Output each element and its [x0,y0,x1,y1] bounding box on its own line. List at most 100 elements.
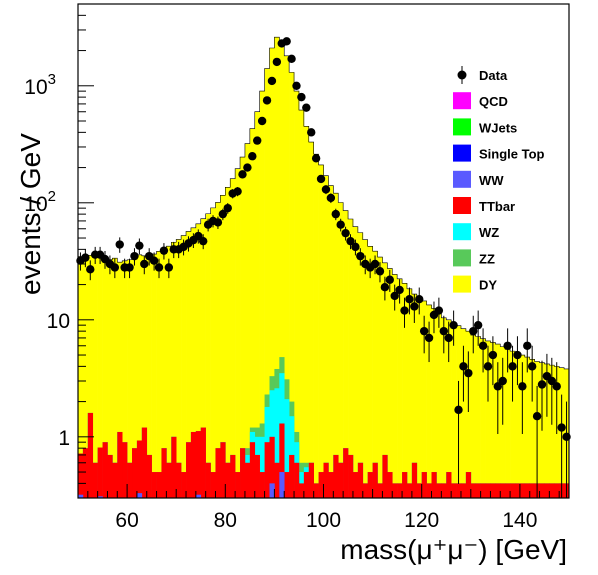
legend-label: WZ [479,225,499,240]
bar-dy-97 [308,142,314,498]
data-point-67.5 [159,246,169,255]
bar-ttbar-90 [274,462,280,498]
data-point-84.5 [243,163,252,172]
bar-dy-123 [436,313,442,498]
bar-ttbar-72 [186,442,192,498]
bar-ttbar-114 [392,483,398,498]
bar-ttbar-144 [539,483,545,498]
bar-ttbar-91 [279,423,285,498]
bar-ttbar-104 [343,448,349,498]
bar-dy-101 [328,185,334,499]
bar-ttbar-93 [289,454,295,498]
bar-dy-67 [161,248,167,498]
legend-entry-ww: WW [453,170,504,188]
data-point-58.5 [115,240,124,249]
bar-dy-112 [382,262,388,498]
legend-entry-data: Data [457,66,508,84]
data-point-141.5 [523,341,532,350]
legend-swatch [453,223,471,241]
bar-dy-94 [294,91,300,499]
bar-ttbar-59 [122,442,128,498]
bar-dy-119 [416,297,422,498]
data-point-114.5 [390,291,399,301]
bar-dy-57 [112,258,118,498]
bar-dy-134 [490,342,496,498]
bar-dy-146 [549,365,555,498]
bar-dy-75 [200,218,206,498]
y-tick-label-100: 102 [24,188,56,216]
bar-ttbar-129 [465,472,472,498]
bar-dy-76 [205,213,211,499]
legend-entry-wjets: WJets [453,118,517,136]
bar-ttbar-51 [82,448,89,498]
bar-dy-88 [264,68,270,499]
bar-dy-91 [279,43,285,498]
bar-dy-118 [411,294,418,498]
bar-ww-50 [78,494,84,498]
legend-entry-single-top: Single Top [453,144,545,162]
bar-ttbar-102 [333,454,339,498]
data-point-88.5 [262,96,272,105]
bar-dy-102 [333,193,339,498]
bar-dy-117 [406,288,413,498]
bar-dy-71 [181,235,187,499]
data-point-65.5 [149,256,159,265]
bar-ww-54 [97,496,103,498]
bar-dy-87 [259,91,265,498]
bar-ttbar-55 [102,442,108,498]
bar-dy-73 [190,227,197,499]
data-point-125.5 [444,333,453,343]
legend-swatch [453,118,471,136]
legend-label: Data [479,68,508,83]
y-axis-ticks: 1 10 102 103 [24,3,94,499]
bar-ttbar-130 [470,483,477,498]
bar-ttbar-127 [456,483,462,498]
bar-dy-50 [78,256,84,498]
bar-ttbar-111 [377,483,383,498]
bar-ttbar-117 [406,483,413,498]
bar-ttbar-95 [298,483,305,498]
data-point-106.5 [351,242,360,252]
bar-dy-77 [210,207,216,499]
data-point-134.5 [488,350,498,360]
bar-ttbar-98 [313,483,319,498]
bar-ttbar-60 [127,462,133,498]
data-point-112.5 [380,282,390,292]
legend-swatch [453,249,471,267]
legend-label: WW [479,173,504,188]
data-point-124.5 [439,326,448,336]
legend-entry-wz: WZ [453,223,499,241]
y-tick-label-10: 10 [47,310,70,333]
bar-dy-128 [460,328,467,498]
bar-dy-81 [230,178,236,498]
bar-ttbar-53 [92,462,98,498]
bar-dy-78 [215,202,221,498]
data-point-140.5 [518,382,527,391]
legend: Data QCD WJets Single Top WW TTbar WZ ZZ DY [453,66,545,293]
bar-ttbar-84 [244,462,251,498]
bar-ttbar-54 [97,447,103,498]
data-point-123.5 [434,306,444,315]
bar-ttbar-96 [303,472,310,498]
bar-dy-52 [87,255,94,498]
data-point-51.5 [81,253,90,262]
data-point-61.5 [130,251,139,261]
bar-ttbar-112 [382,454,388,498]
data-point-105.5 [346,236,355,246]
legend-marker-point [457,70,467,80]
data-point-92.5 [282,37,291,46]
bar-ttbar-119 [416,483,422,498]
bar-ttbar-142 [529,483,535,498]
bar-ttbar-132 [480,483,486,498]
bar-dy-104 [343,210,349,498]
data-point-136.5 [498,376,507,386]
bar-ttbar-88 [264,442,270,498]
x-tick-label-100: 100 [306,509,341,532]
bar-dy-99 [318,164,324,498]
legend-swatch [453,170,471,188]
bar-ttbar-69 [171,436,177,498]
bar-ttbar-78 [215,448,221,498]
bar-dy-106 [352,226,359,499]
bar-dy-83 [240,157,246,498]
